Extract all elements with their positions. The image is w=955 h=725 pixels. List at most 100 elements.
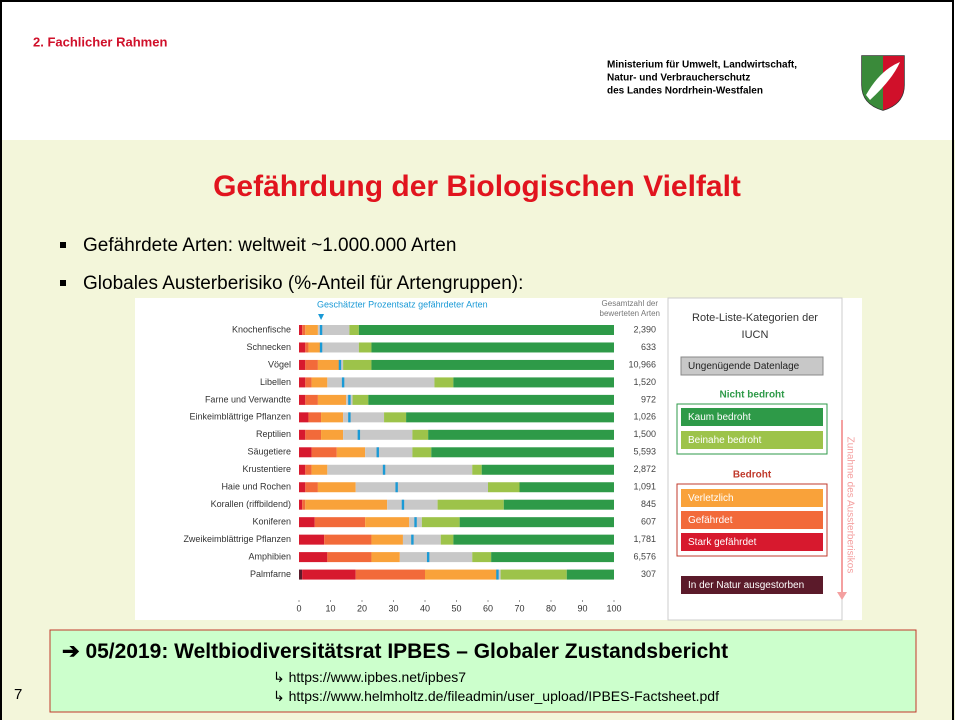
link-text: https://www.ipbes.net/ipbes7: [289, 669, 467, 685]
x-tick-label: 20: [357, 603, 367, 613]
bar-segment: [453, 534, 614, 545]
bar-segment: [497, 569, 501, 580]
bar-segment: [472, 552, 492, 563]
bullet: Globales Austerberisiko (%-Anteil für Ar…: [83, 273, 523, 294]
bar-segment: [336, 447, 366, 458]
bar-segment: [299, 464, 306, 475]
total-label: 5,593: [633, 447, 656, 457]
totals-header: bewerteten Arten: [600, 309, 660, 318]
total-label: 1,520: [633, 377, 656, 387]
total-label: 2,390: [633, 324, 656, 334]
bar-segment: [324, 534, 372, 545]
bar-segment: [358, 342, 372, 353]
legend-title: IUCN: [742, 329, 769, 341]
total-label: 633: [641, 342, 656, 352]
bullet-dot: [60, 242, 66, 248]
marker-label: Geschätzter Prozentsatz gefährdeter Arte…: [317, 299, 488, 309]
threat-marker: [382, 464, 386, 475]
category-label: Farne und Verwandte: [205, 394, 291, 404]
bar-segment: [299, 342, 306, 353]
x-tick-label: 90: [577, 603, 587, 613]
category-label: Palmfarne: [250, 569, 291, 579]
legend-arrow-head: [837, 592, 847, 600]
category-label: Koniferen: [252, 517, 291, 527]
bar-segment: [305, 394, 318, 405]
bar-segment: [339, 359, 344, 370]
bar-segment: [308, 342, 322, 353]
bar-segment: [440, 534, 454, 545]
bar-segment: [371, 552, 400, 563]
bar-segment: [365, 517, 410, 528]
bar-segment: [305, 482, 318, 493]
threat-marker: [348, 412, 351, 423]
bar-segment: [299, 499, 303, 510]
ministry: des Landes Nordrhein-Westfalen: [607, 86, 763, 97]
bar-segment: [308, 412, 322, 423]
bar-segment: [503, 499, 614, 510]
x-tick-label: 30: [388, 603, 398, 613]
bar-segment: [299, 447, 312, 458]
threat-marker: [319, 325, 323, 335]
bar-segment: [352, 394, 369, 405]
bar-segment: [299, 429, 306, 440]
legend-group: Nicht bedroht: [720, 390, 786, 401]
link-text: https://www.helmholtz.de/fileadmin/user_…: [289, 688, 719, 704]
x-tick-label: 0: [296, 603, 301, 613]
bar-segment: [299, 552, 328, 563]
bar-segment: [566, 569, 614, 580]
legend-panel: [667, 297, 843, 621]
category-label: Knochenfische: [232, 324, 291, 334]
bar-segment: [317, 394, 347, 405]
legend-label: In der Natur ausgestorben: [688, 580, 804, 591]
threat-marker: [376, 447, 379, 458]
bar-segment: [317, 359, 340, 370]
bar-segment: [368, 394, 614, 405]
bar-segment: [314, 517, 366, 528]
bar-segment: [299, 377, 306, 388]
bar-segment: [302, 569, 356, 580]
legend-swatch: [681, 511, 823, 529]
total-label: 6,576: [633, 551, 656, 561]
threat-marker: [341, 377, 345, 388]
bar-segment: [317, 482, 356, 493]
x-tick-label: 40: [420, 603, 430, 613]
section: 2. Fachlicher Rahmen: [33, 34, 167, 49]
legend-swatch: [681, 431, 823, 449]
bar-segment: [519, 482, 614, 493]
legend-swatch: [681, 533, 823, 551]
bar-segment: [488, 482, 520, 493]
category-label: Krustentiere: [242, 464, 291, 474]
threat-marker: [357, 429, 361, 440]
legend-group: Bedroht: [733, 470, 772, 481]
legend-group-box: [676, 483, 828, 557]
threat-marker: [319, 342, 323, 353]
legend-label: Gefährdet: [688, 515, 733, 526]
bar-segment: [371, 342, 614, 353]
bar-segment: [355, 482, 488, 493]
bar-segment: [299, 325, 303, 335]
bar-segment: [481, 464, 614, 475]
bar-segment: [299, 534, 325, 545]
bar-segment: [365, 447, 413, 458]
bar-segment: [327, 377, 435, 388]
threat-marker: [395, 482, 398, 493]
category-label: Korallen (riffbildend): [211, 499, 291, 509]
bar-segment: [453, 377, 614, 388]
threat-marker: [401, 499, 405, 510]
ministry: Natur- und Verbraucherschutz: [607, 73, 750, 84]
bar-segment: [305, 377, 312, 388]
bar-segment: [321, 342, 359, 353]
bar-segment: [387, 499, 438, 510]
bar-segment: [299, 482, 306, 493]
x-tick-label: 50: [451, 603, 461, 613]
threat-marker: [338, 359, 342, 370]
category-label: Haie und Rochen: [221, 482, 291, 492]
category-label: Schnecken: [246, 342, 291, 352]
bar-segment: [355, 569, 425, 580]
category-label: Einkeimblättrige Pflanzen: [189, 412, 291, 422]
logo: [861, 55, 905, 111]
bar-segment: [299, 517, 315, 528]
bar-segment: [302, 499, 306, 510]
